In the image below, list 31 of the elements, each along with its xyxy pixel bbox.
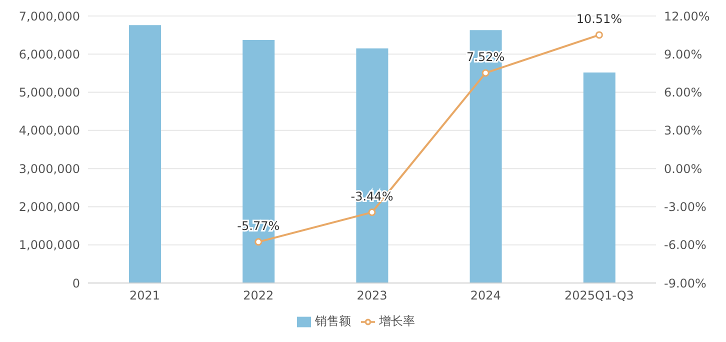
x-tick-label: 2024 — [470, 288, 501, 303]
legend-label: 增长率 — [379, 314, 415, 328]
y2-tick-label: 6.00% — [664, 86, 702, 100]
y2-tick-label: 3.00% — [664, 124, 702, 138]
x-tick-label: 2021 — [130, 288, 160, 303]
bar — [129, 25, 161, 283]
y2-tick-label: 0.00% — [664, 162, 702, 176]
bar — [470, 30, 502, 283]
y-tick-label: 5,000,000 — [18, 86, 80, 100]
y-tick-label: 2,000,000 — [18, 200, 80, 214]
point — [595, 31, 603, 39]
point — [368, 208, 376, 216]
point — [482, 69, 490, 77]
legend-label: 销售额 — [315, 314, 351, 328]
y-tick-label: 1,000,000 — [18, 238, 80, 252]
y2-tick-label: -6.00% — [664, 238, 706, 252]
y-tick-label: 0 — [72, 276, 80, 290]
y2-tick-label: 12.00% — [664, 9, 710, 24]
x-tick-label: 2023 — [356, 288, 388, 303]
data-label: 10.51% — [576, 12, 622, 26]
y2-tick-label: -9.00% — [664, 276, 706, 290]
y-tick-label: 6,000,000 — [18, 47, 80, 62]
x-tick-label: 2025Q1-Q3 — [564, 288, 634, 303]
y2-tick-label: 9.00% — [664, 47, 702, 62]
y-tick-label: 3,000,000 — [18, 162, 80, 176]
y-tick-label: 4,000,000 — [18, 124, 80, 138]
x-tick-label: 2022 — [243, 288, 274, 303]
y-tick-label: 7,000,000 — [18, 9, 80, 24]
y2-tick-label: -3.00% — [664, 200, 706, 214]
bar — [583, 72, 616, 283]
point — [254, 238, 262, 246]
